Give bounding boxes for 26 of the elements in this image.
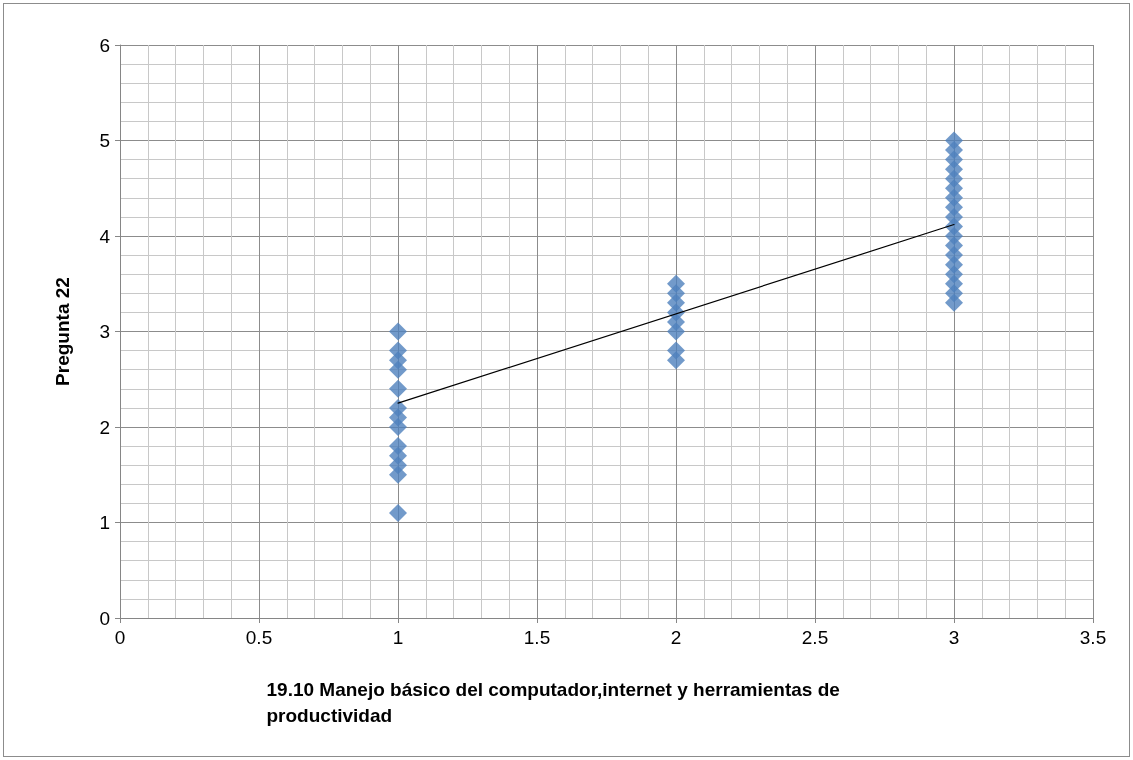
point <box>389 322 407 341</box>
point <box>945 293 963 312</box>
point <box>389 360 407 379</box>
y-tick-label: 5 <box>99 130 110 151</box>
point <box>389 465 407 484</box>
x-tick-label: 3 <box>948 627 960 648</box>
y-tick-label: 0 <box>99 607 110 629</box>
point <box>667 322 685 341</box>
point <box>389 418 407 436</box>
x-tick-label: 1 <box>392 627 404 648</box>
point <box>667 351 685 370</box>
x-tick-label: 2.5 <box>801 627 829 648</box>
y-tick-label: 2 <box>99 416 110 438</box>
point <box>389 503 407 522</box>
y-axis-title: Pregunta 22 <box>51 277 73 386</box>
y-tick-label: 3 <box>99 321 110 342</box>
point <box>389 379 407 398</box>
y-tick-label: 4 <box>99 225 111 247</box>
y-tick-label: 1 <box>99 512 110 533</box>
y-tick-label: 6 <box>99 34 110 56</box>
x-tick-label: 3.5 <box>1079 627 1107 648</box>
x-axis-title: 19.10 Manejo básico del computador,internet y herramientas de productividad <box>266 678 846 726</box>
x-tick-label: 1.5 <box>523 627 551 648</box>
x-tick-label: 2 <box>670 627 682 648</box>
x-tick-label: 0.5 <box>245 627 273 648</box>
x-tick-label: 0 <box>114 627 126 648</box>
